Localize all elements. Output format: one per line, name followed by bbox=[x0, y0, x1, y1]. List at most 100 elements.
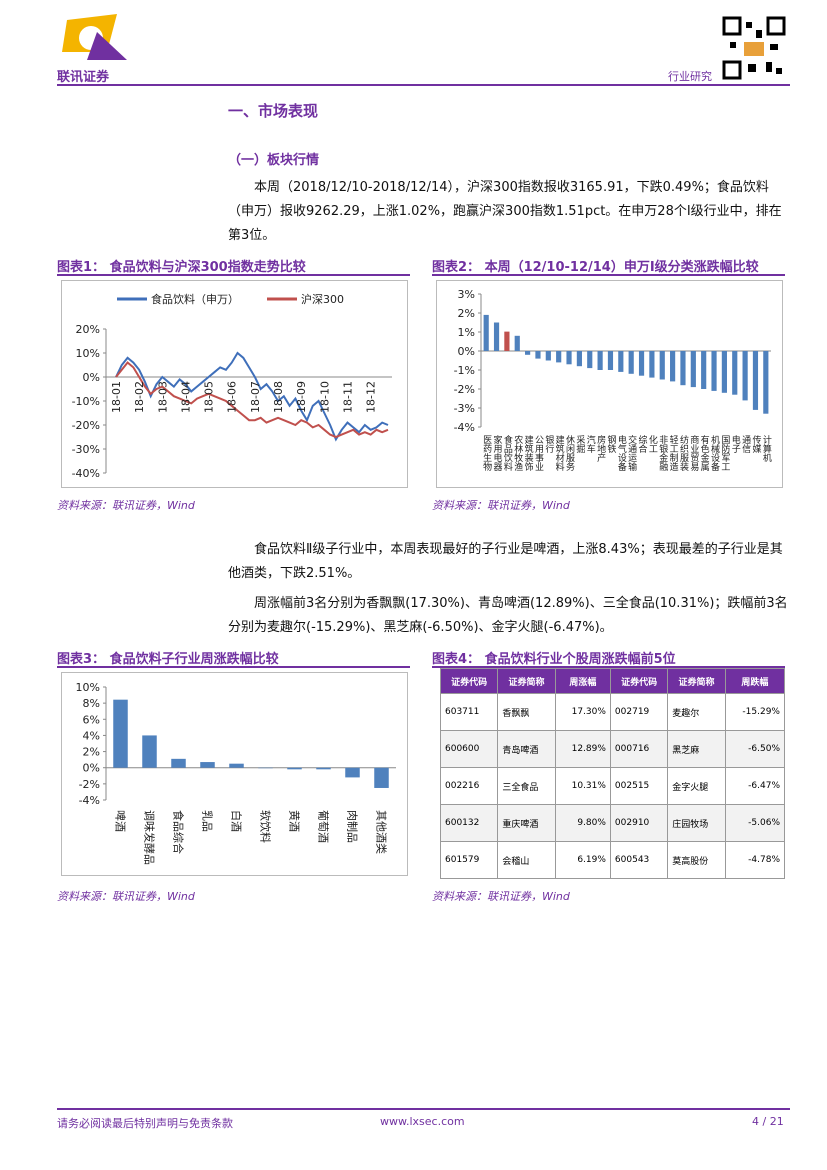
x-tick-label: 银行 bbox=[543, 434, 554, 454]
cell: 庄园牧场 bbox=[667, 804, 726, 842]
x-tick-label: 商业贸易 bbox=[688, 434, 699, 472]
y-tick-label: 2% bbox=[458, 307, 475, 320]
paragraph: 食品饮料Ⅱ级子行业中，本周表现最好的子行业是啤酒，上涨8.43%；表现最差的子行… bbox=[228, 542, 783, 581]
cell: 重庆啤酒 bbox=[497, 804, 556, 842]
cell: 17.30% bbox=[554, 693, 611, 731]
x-tick-label: 医药生物 bbox=[481, 435, 492, 472]
y-tick-label: -1% bbox=[454, 364, 475, 377]
bar bbox=[374, 767, 389, 788]
bar bbox=[628, 351, 634, 374]
header-rule bbox=[57, 84, 790, 86]
bar bbox=[229, 763, 244, 768]
x-tick-label: 调味发酵品 bbox=[143, 810, 157, 865]
x-tick-label: 18-12 bbox=[365, 381, 378, 413]
x-tick-label: 房地产 bbox=[595, 434, 606, 463]
x-tick-label: 18-02 bbox=[133, 381, 146, 413]
figure-title: 图表2： 本周（12/10-12/14）申万Ⅰ级分类涨跌幅比较 bbox=[432, 260, 759, 275]
x-tick-label: 农林牧渔 bbox=[512, 434, 523, 471]
legend-label: 沪深300 bbox=[301, 292, 344, 306]
row: 002216 三全食品 10.31% 002515 金字火腿 -6.47% bbox=[439, 767, 786, 805]
x-tick-label: 黄酒 bbox=[288, 810, 302, 832]
x-tick-label: 乳品 bbox=[201, 810, 214, 832]
row: 601579 会稽山 6.19% 600543 莫高股份 -4.78% bbox=[439, 841, 786, 879]
y-tick-label: -30% bbox=[72, 443, 100, 456]
section-title: 一、市场表现 bbox=[228, 102, 319, 120]
bar bbox=[287, 767, 302, 770]
x-tick-label: 肉制品 bbox=[346, 810, 359, 843]
bar bbox=[721, 351, 727, 393]
bar bbox=[493, 322, 500, 351]
x-tick-label: 有色金属 bbox=[699, 434, 710, 472]
y-tick-label: 4% bbox=[83, 729, 100, 742]
cell: 莫高股份 bbox=[667, 841, 726, 879]
y-tick-label: 2% bbox=[83, 746, 100, 759]
x-tick-label: 非银金融 bbox=[657, 434, 668, 472]
cell: 601579 bbox=[439, 841, 499, 879]
cell: 9.80% bbox=[554, 804, 611, 842]
x-tick-label: 18-06 bbox=[226, 381, 239, 413]
x-tick-label: 传媒 bbox=[750, 434, 761, 454]
bar bbox=[680, 351, 686, 386]
bar bbox=[535, 351, 541, 359]
bar bbox=[732, 351, 738, 395]
bar bbox=[113, 699, 128, 768]
x-tick-label: 18-04 bbox=[179, 381, 192, 413]
rule bbox=[57, 666, 410, 668]
paragraph: 周涨幅前3名分别为香飘飘(17.30%)、青岛啤酒(12.89%)、三全食品(1… bbox=[228, 596, 788, 635]
rule bbox=[432, 274, 785, 276]
cell: -4.78% bbox=[724, 841, 786, 879]
x-tick-label: 18-03 bbox=[156, 381, 169, 413]
bar bbox=[587, 351, 593, 369]
bar bbox=[763, 351, 769, 414]
cell: 三全食品 bbox=[497, 767, 556, 805]
cell: 10.31% bbox=[554, 767, 611, 805]
page-number: 4 / 21 bbox=[752, 1115, 784, 1128]
source: 资料来源：联讯证券，Wind bbox=[57, 499, 195, 512]
x-tick-label: 轻工制造 bbox=[668, 434, 679, 472]
bar bbox=[742, 351, 748, 401]
y-tick-label: -10% bbox=[72, 395, 100, 408]
cell: 会稽山 bbox=[497, 841, 556, 879]
paragraph: 本周（2018/12/10-2018/12/14），沪深300指数报收3165.… bbox=[228, 180, 782, 243]
line-series bbox=[115, 361, 389, 439]
source: 资料来源：联讯证券，Wind bbox=[57, 890, 195, 903]
y-tick-label: 10% bbox=[76, 347, 100, 360]
cell: 002515 bbox=[609, 767, 669, 805]
header-cell: 周跌幅 bbox=[724, 668, 786, 694]
row: 600132 重庆啤酒 9.80% 002910 庄园牧场 -5.06% bbox=[439, 804, 786, 842]
bar bbox=[597, 351, 603, 370]
bar bbox=[670, 351, 676, 382]
x-tick-label: 电气设备 bbox=[616, 434, 627, 471]
rule bbox=[57, 274, 410, 276]
cell: 青岛啤酒 bbox=[497, 730, 556, 768]
x-tick-label: 18-10 bbox=[318, 381, 331, 413]
cell: 603711 bbox=[439, 693, 499, 731]
source: 资料来源：联讯证券，Wind bbox=[432, 890, 570, 903]
company-name: 联讯证券 bbox=[57, 70, 110, 85]
y-tick-label: 0% bbox=[458, 345, 475, 358]
y-tick-label: -2% bbox=[454, 383, 475, 396]
cell: -6.47% bbox=[724, 767, 786, 805]
row: 600600 青岛啤酒 12.89% 000716 黑芝麻 -6.50% bbox=[439, 730, 786, 768]
x-tick-label: 软饮料 bbox=[259, 810, 273, 843]
x-tick-label: 机械设备 bbox=[709, 434, 720, 471]
header-cell: 证券代码 bbox=[439, 668, 499, 694]
x-tick-label: 18-07 bbox=[249, 381, 262, 413]
x-tick-label: 18-09 bbox=[295, 381, 308, 413]
cell: 000716 bbox=[609, 730, 669, 768]
footer-rule bbox=[57, 1108, 790, 1110]
y-tick-label: -4% bbox=[454, 421, 475, 434]
qr-code bbox=[722, 16, 786, 80]
website: www.lxsec.com bbox=[380, 1115, 465, 1128]
y-tick-label: -2% bbox=[79, 778, 100, 791]
subsection-title: （一）板块行情 bbox=[228, 153, 320, 168]
x-tick-label: 国防军工 bbox=[719, 435, 730, 471]
x-tick-label: 白酒 bbox=[230, 810, 244, 832]
source: 资料来源：联讯证券，Wind bbox=[432, 499, 570, 512]
chart: -4% -2% 0% 2% 4% 6% 8% 10% 啤酒 调味发酵品 食品综合 乳品 白酒 软饮料 黄酒葡… bbox=[61, 672, 408, 876]
bar bbox=[711, 351, 717, 391]
figure-title: 图表4： 食品饮料行业个股周涨跌幅前5位 bbox=[432, 652, 676, 667]
cell: 黑芝麻 bbox=[667, 730, 726, 768]
cell: -6.50% bbox=[724, 730, 786, 768]
